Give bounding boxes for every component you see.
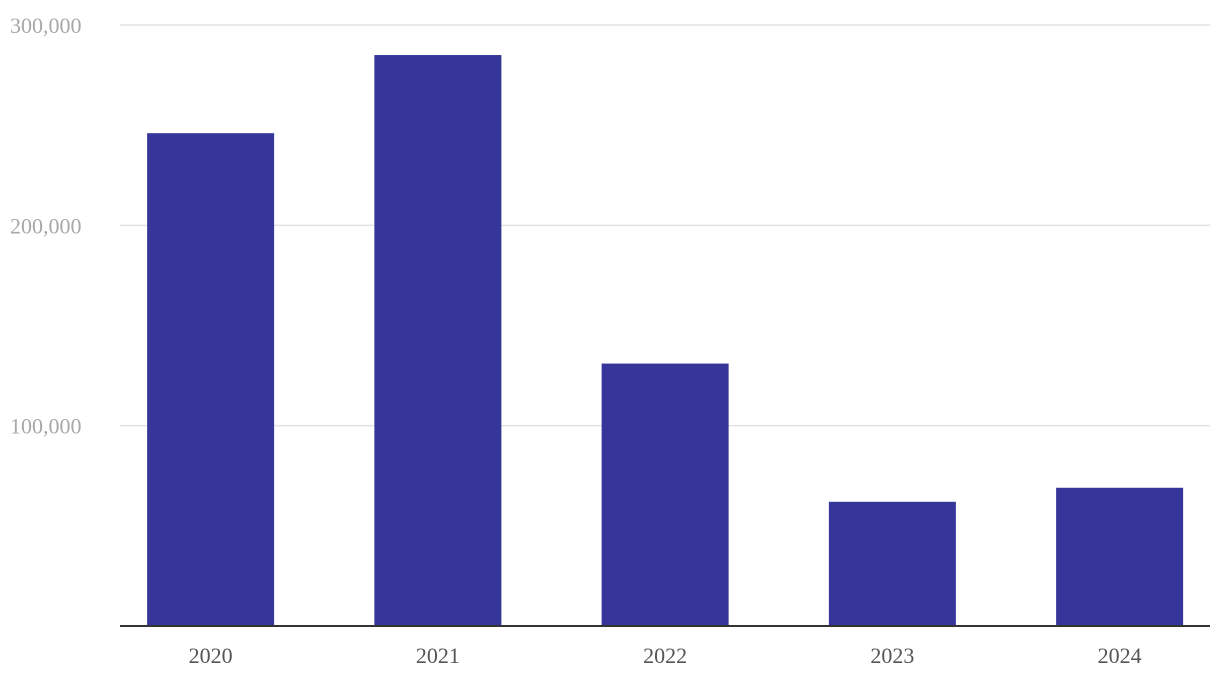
x-tick-label: 2020 [189, 643, 233, 668]
bar [374, 55, 502, 627]
y-tick-label: 100,000 [10, 414, 82, 439]
bar [601, 363, 729, 626]
bar [147, 133, 275, 626]
x-tick-label: 2021 [416, 643, 460, 668]
y-tick-label: 300,000 [10, 13, 82, 38]
bar [1056, 487, 1184, 626]
y-tick-label: 200,000 [10, 213, 82, 238]
x-tick-label: 2024 [1098, 643, 1142, 668]
x-tick-label: 2023 [870, 643, 914, 668]
bar [828, 501, 956, 626]
x-tick-label: 2022 [643, 643, 687, 668]
